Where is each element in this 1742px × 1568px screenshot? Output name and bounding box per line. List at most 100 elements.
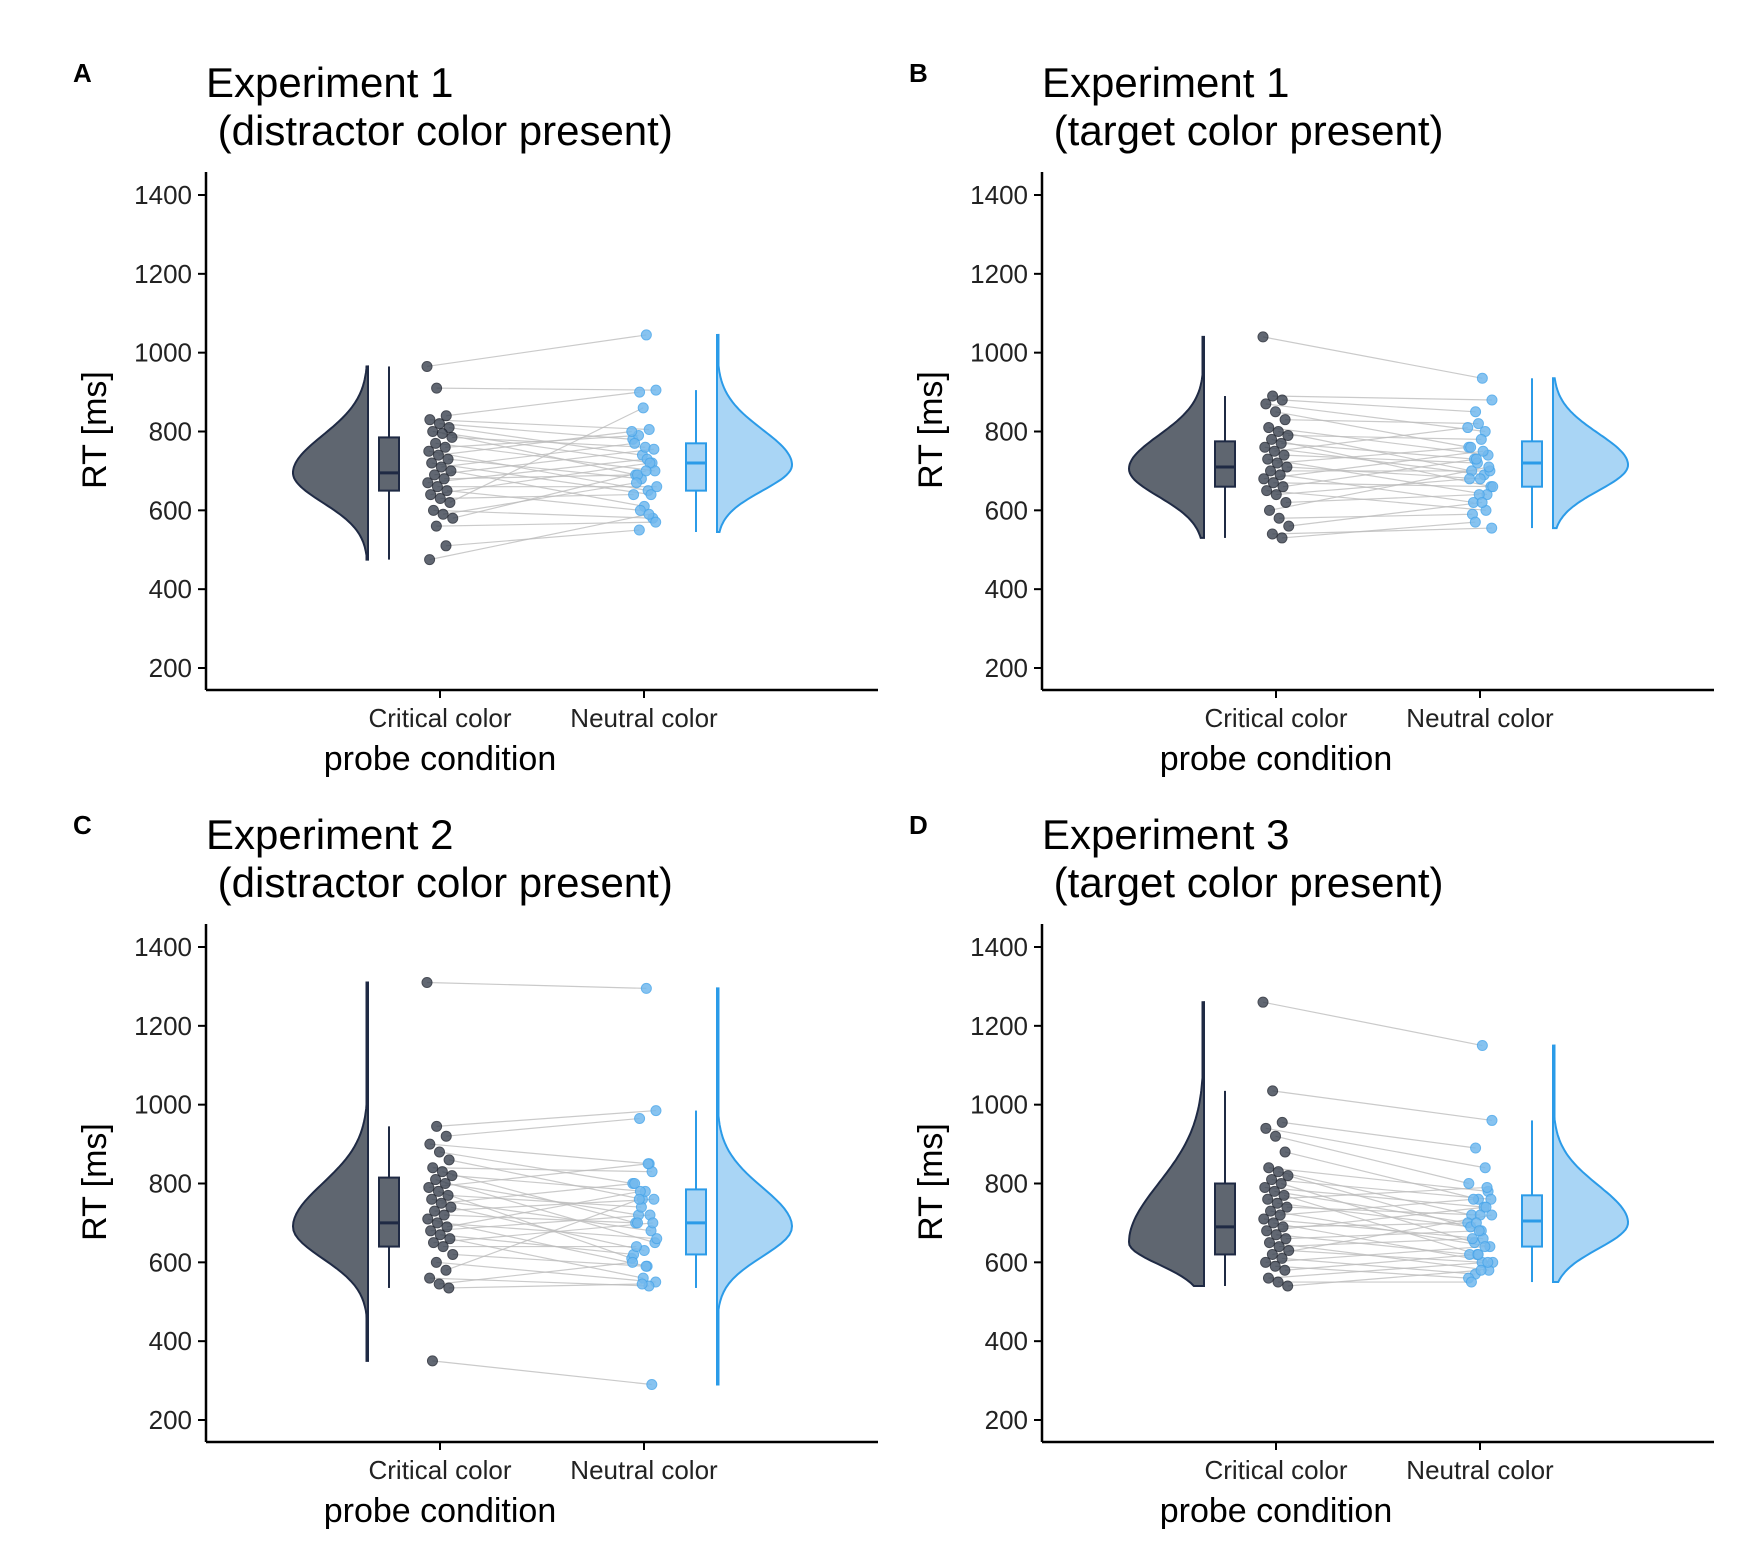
pair-line bbox=[1267, 1186, 1488, 1200]
neutral-data-point bbox=[650, 1105, 662, 1117]
pair-line bbox=[443, 482, 637, 515]
y-tick-label: 800 bbox=[985, 1169, 1028, 1199]
plot-area: 200 400 600 800 1000 1200 1400 bbox=[970, 924, 1714, 1450]
x-tick-label: Neutral color bbox=[570, 703, 718, 733]
critical-data-point bbox=[424, 1138, 436, 1150]
pair-line bbox=[1272, 1090, 1493, 1122]
critical-data-point bbox=[440, 1130, 452, 1142]
pair-line bbox=[1270, 1210, 1490, 1248]
critical-data-point bbox=[1267, 1085, 1279, 1097]
pair-line bbox=[444, 1214, 638, 1224]
panel-d: D Experiment 3 (target color present) pr… bbox=[909, 810, 1714, 1530]
critical-data-point bbox=[438, 473, 450, 485]
critical-data-point bbox=[431, 481, 443, 493]
panel-c: C Experiment 2 (distractor color present… bbox=[73, 810, 878, 1530]
neutral-data-point bbox=[1486, 522, 1498, 534]
neutral-data-point bbox=[1469, 516, 1481, 528]
critical-data-point bbox=[1257, 996, 1269, 1008]
pair-line bbox=[432, 430, 653, 464]
pair-line bbox=[433, 509, 653, 519]
chart-title-line1: Experiment 1 bbox=[206, 59, 453, 106]
neutral-data-point bbox=[1479, 1162, 1491, 1174]
y-tick-label: 400 bbox=[985, 1326, 1028, 1356]
critical-data-point bbox=[1270, 1229, 1282, 1241]
panel-letter: A bbox=[73, 58, 92, 88]
critical-data-point bbox=[422, 477, 434, 489]
critical-data-point bbox=[430, 520, 442, 532]
neutral-data-point bbox=[1470, 1142, 1482, 1154]
neutral-data-point bbox=[1466, 1233, 1478, 1245]
y-tick-label: 1400 bbox=[970, 932, 1028, 962]
y-tick-label: 1200 bbox=[970, 1011, 1028, 1041]
pair-line bbox=[1262, 1001, 1483, 1047]
pair-line bbox=[426, 334, 647, 368]
critical-data-point bbox=[434, 1229, 446, 1241]
neutral-data-point bbox=[633, 1193, 645, 1205]
critical-data-point bbox=[433, 418, 445, 430]
pair-line bbox=[1265, 1127, 1486, 1169]
critical-data-point bbox=[422, 1213, 434, 1225]
critical-data-point bbox=[1279, 1146, 1291, 1158]
pair-line bbox=[1277, 1202, 1471, 1228]
neutral-data-point bbox=[1487, 481, 1499, 493]
neutral-data-point bbox=[1482, 1256, 1494, 1268]
critical-density-cloud bbox=[291, 981, 369, 1362]
pair-line bbox=[451, 1175, 646, 1192]
pair-line bbox=[1276, 478, 1470, 496]
critical-data-point bbox=[427, 1162, 439, 1174]
critical-data-point bbox=[432, 1185, 444, 1197]
critical-data-point bbox=[445, 1201, 457, 1213]
neutral-data-point bbox=[1472, 1248, 1484, 1260]
critical-data-point bbox=[1268, 445, 1280, 457]
neutral-data-point bbox=[1465, 1276, 1477, 1288]
neutral-data-point bbox=[1476, 496, 1488, 508]
critical-data-point bbox=[1279, 1264, 1291, 1276]
critical-data-point bbox=[1264, 1237, 1275, 1249]
pair-line bbox=[431, 1198, 652, 1232]
pair-line bbox=[436, 1109, 657, 1127]
y-tick-label: 1000 bbox=[970, 1090, 1028, 1120]
y-tick-label: 400 bbox=[149, 1326, 192, 1356]
pair-line bbox=[1264, 446, 1485, 476]
pair-line bbox=[1269, 466, 1489, 511]
critical-data-point bbox=[1266, 433, 1278, 445]
critical-data-point bbox=[442, 1189, 454, 1201]
critical-data-point bbox=[446, 1170, 458, 1182]
critical-data-point bbox=[1280, 1233, 1292, 1245]
critical-data-point bbox=[1260, 1256, 1272, 1268]
pair-line bbox=[426, 981, 647, 989]
neutral-data-point bbox=[640, 329, 652, 341]
neutral-data-point bbox=[1473, 1225, 1485, 1237]
plot-area: 200 400 600 800 1000 1200 1400 bbox=[970, 172, 1714, 698]
neutral-data-point bbox=[633, 524, 645, 536]
critical-data-point bbox=[424, 554, 436, 566]
critical-data-point bbox=[427, 426, 439, 437]
critical-data-point bbox=[444, 496, 456, 508]
critical-box bbox=[378, 436, 400, 492]
critical-density-cloud bbox=[292, 365, 369, 561]
critical-data-point bbox=[1271, 457, 1283, 469]
neutral-density-cloud bbox=[1552, 1044, 1630, 1284]
critical-data-point bbox=[1270, 489, 1282, 501]
neutral-data-point bbox=[628, 489, 640, 501]
critical-data-point bbox=[426, 1355, 438, 1367]
critical-data-point bbox=[435, 461, 447, 473]
neutral-data-point bbox=[632, 1217, 643, 1229]
y-tick-label: 200 bbox=[149, 653, 192, 683]
neutral-data-point bbox=[1476, 372, 1488, 384]
pair-line bbox=[1277, 446, 1471, 464]
chart-title-line2: (target color present) bbox=[1042, 859, 1444, 906]
critical-data-point bbox=[1282, 1170, 1294, 1182]
pair-line bbox=[1262, 336, 1483, 379]
pair-line bbox=[446, 490, 641, 511]
y-tick-label: 1200 bbox=[134, 259, 192, 289]
critical-data-point bbox=[436, 1166, 448, 1178]
critical-data-point bbox=[1265, 1205, 1277, 1217]
panel-letter: B bbox=[909, 58, 928, 88]
critical-data-point bbox=[446, 431, 458, 443]
pair-line bbox=[1288, 501, 1483, 527]
x-tick-label: Critical color bbox=[1204, 1455, 1347, 1485]
critical-box bbox=[378, 1176, 400, 1248]
critical-data-point bbox=[1269, 406, 1281, 418]
critical-data-point bbox=[429, 469, 441, 481]
